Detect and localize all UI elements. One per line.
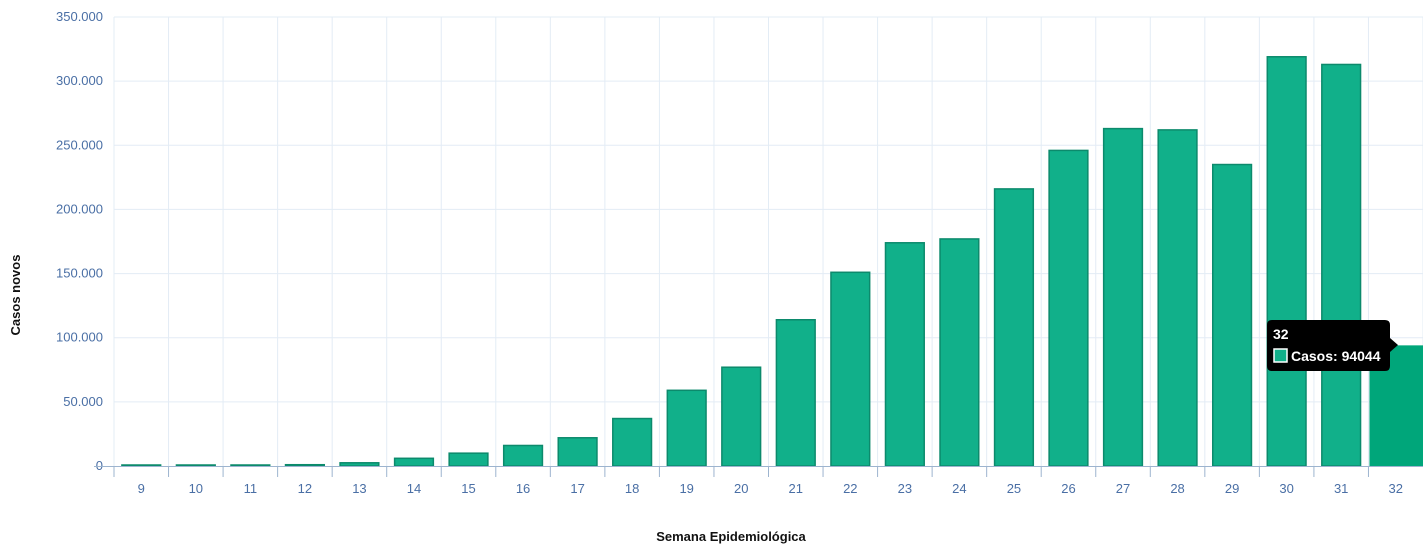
tooltip-label: Casos: 94044 — [1291, 348, 1381, 364]
x-tick-label: 23 — [898, 481, 912, 496]
x-tick-label: 14 — [407, 481, 421, 496]
x-tick-label: 12 — [298, 481, 312, 496]
x-axis-title: Semana Epidemiológica — [656, 529, 806, 544]
x-tick-label: 24 — [952, 481, 966, 496]
x-tick-label: 22 — [843, 481, 857, 496]
x-tick-label: 10 — [189, 481, 203, 496]
x-tick-label: 30 — [1279, 481, 1293, 496]
x-tick-label: 20 — [734, 481, 748, 496]
x-tick-label: 25 — [1007, 481, 1021, 496]
bar-week-15[interactable] — [448, 452, 489, 467]
bar-week-17[interactable] — [557, 437, 598, 467]
bar-week-27[interactable] — [1102, 127, 1144, 467]
bar-week-18[interactable] — [612, 417, 653, 467]
y-tick-label: 150.000 — [56, 266, 103, 281]
bar-week-25[interactable] — [993, 188, 1035, 467]
x-tick-label: 32 — [1388, 481, 1402, 496]
bar-week-31[interactable] — [1321, 63, 1362, 467]
x-tick-label: 9 — [138, 481, 145, 496]
y-axis-ticks: 0 50.000 100.000 150.000 200.000 250.000 300.0… — [56, 9, 103, 473]
bar-week-22[interactable] — [830, 271, 871, 467]
x-tick-label: 16 — [516, 481, 530, 496]
x-tick-label: 17 — [570, 481, 584, 496]
bar-week-16[interactable] — [502, 444, 544, 467]
x-tick-label: 31 — [1334, 481, 1348, 496]
bar-week-30[interactable] — [1266, 56, 1307, 467]
bars — [121, 56, 1423, 467]
y-tick-label: 0 — [96, 458, 103, 473]
y-tick-label: 100.000 — [56, 330, 103, 345]
bar-week-24[interactable] — [939, 238, 980, 467]
bar-week-23[interactable] — [884, 242, 925, 467]
x-axis: 9 10 11 12 13 14 15 16 17 18 19 20 21 22 23 24 25 26 27 28 2… — [94, 466, 1423, 496]
x-tick-label: 15 — [461, 481, 475, 496]
bar-week-28[interactable] — [1157, 129, 1198, 467]
y-tick-label: 250.000 — [56, 137, 103, 152]
x-tick-label: 29 — [1225, 481, 1239, 496]
bar-week-14[interactable] — [393, 457, 435, 467]
tooltip-title: 32 — [1273, 326, 1289, 342]
bar-week-19[interactable] — [666, 389, 707, 467]
bar-week-29[interactable] — [1211, 163, 1253, 467]
x-tick-label: 21 — [789, 481, 803, 496]
bar-week-11[interactable] — [230, 464, 271, 467]
x-tick-label: 11 — [244, 481, 258, 496]
tooltip-box — [1267, 320, 1398, 371]
x-tick-label: 28 — [1170, 481, 1184, 496]
tooltip-legend-swatch — [1273, 348, 1288, 363]
bar-week-21[interactable] — [775, 319, 816, 467]
x-tick-label: 13 — [352, 481, 366, 496]
x-tick-label: 26 — [1061, 481, 1075, 496]
bar-week-9[interactable] — [121, 464, 162, 467]
bar-week-20[interactable] — [721, 366, 762, 467]
bar-week-26[interactable] — [1048, 149, 1089, 467]
y-tick-label: 200.000 — [56, 201, 103, 216]
bar-week-10[interactable] — [175, 464, 216, 467]
y-tick-label: 50.000 — [63, 394, 103, 409]
grid-lines — [113, 16, 1423, 466]
bar-week-13[interactable] — [339, 462, 380, 467]
x-tick-label: 19 — [679, 481, 693, 496]
y-tick-label: 350.000 — [56, 9, 103, 24]
x-tick-label: 18 — [625, 481, 639, 496]
bar-week-12[interactable] — [284, 463, 326, 467]
y-tick-label: 300.000 — [56, 73, 103, 88]
tooltip: 32 Casos: 94044 — [1267, 320, 1398, 371]
x-tick-label: 27 — [1116, 481, 1130, 496]
y-axis-title: Casos novos — [8, 255, 23, 336]
